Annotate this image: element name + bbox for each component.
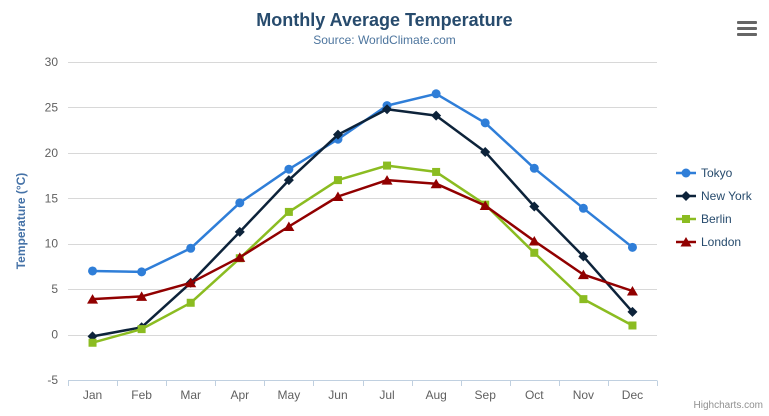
x-axis-tick-label: Apr [230, 388, 249, 402]
y-axis-tick-label: 30 [45, 55, 59, 69]
point-tokyo-may[interactable] [284, 164, 294, 174]
series-berlin [88, 161, 637, 347]
legend-marker-circle-icon [676, 168, 696, 177]
point-london-apr[interactable] [234, 252, 246, 262]
point-london-dec[interactable] [626, 285, 638, 296]
x-axis-tick-label: Feb [131, 388, 152, 402]
point-new-york-nov[interactable] [578, 251, 589, 262]
point-berlin-jul[interactable] [383, 161, 392, 170]
point-london-aug[interactable] [430, 178, 442, 189]
point-new-york-jul[interactable] [382, 104, 393, 115]
x-axis-tick-label: Aug [425, 388, 446, 402]
x-axis-tick-label: Mar [180, 388, 201, 402]
series-tokyo [88, 89, 637, 277]
hamburger-icon [737, 33, 757, 36]
legend-symbol-berlin[interactable] [682, 214, 690, 223]
point-tokyo-dec[interactable] [627, 242, 637, 252]
point-tokyo-jan[interactable] [88, 266, 98, 276]
x-axis-tick-label: Jun [328, 388, 347, 402]
point-tokyo-apr[interactable] [235, 198, 245, 208]
point-london-may[interactable] [283, 221, 295, 231]
legend-marker-diamond-icon [676, 190, 696, 201]
x-axis-tick-label: May [278, 388, 301, 402]
x-axis-tick-label: Sep [475, 388, 497, 402]
legend-label-berlin: Berlin [701, 211, 732, 226]
y-axis-tick-label: 10 [45, 237, 59, 251]
chart-subtitle: Source: WorldClimate.com [313, 33, 456, 47]
chart-title: Monthly Average Temperature [256, 10, 513, 30]
legend-marker-square-icon [676, 214, 696, 223]
legend-symbol-london[interactable] [680, 236, 692, 247]
point-london-oct[interactable] [528, 235, 540, 246]
hamburger-icon [737, 21, 757, 24]
point-berlin-nov[interactable] [579, 295, 588, 304]
point-new-york-apr[interactable] [234, 226, 245, 237]
point-london-jan[interactable] [87, 294, 99, 304]
y-axis-tick-label: 0 [51, 328, 58, 342]
point-new-york-jun[interactable] [332, 129, 343, 140]
point-tokyo-oct[interactable] [529, 163, 539, 173]
series-line-tokyo[interactable] [91, 92, 634, 274]
legend-symbol-new-york[interactable] [681, 190, 691, 201]
point-berlin-jan[interactable] [88, 338, 97, 347]
point-new-york-aug[interactable] [431, 110, 442, 121]
point-tokyo-nov[interactable] [578, 203, 588, 213]
point-berlin-aug[interactable] [432, 167, 441, 176]
y-axis-tick-label: -5 [47, 373, 58, 387]
point-berlin-feb[interactable] [137, 325, 146, 334]
legend-item-london[interactable]: London [676, 230, 752, 253]
series-line-london[interactable] [91, 178, 634, 301]
point-london-feb[interactable] [136, 291, 148, 301]
x-axis-tick-label: Jul [379, 388, 394, 402]
legend: Tokyo New York Berlin London [676, 161, 752, 253]
legend-symbol-tokyo[interactable] [681, 168, 691, 177]
point-new-york-may[interactable] [283, 175, 294, 186]
point-london-jun[interactable] [332, 191, 344, 201]
point-london-jul[interactable] [381, 175, 393, 185]
series-line-berlin[interactable] [91, 164, 634, 344]
point-tokyo-feb[interactable] [137, 267, 147, 277]
legend-item-berlin[interactable]: Berlin [676, 207, 752, 230]
series-london [87, 175, 638, 304]
point-berlin-may[interactable] [284, 207, 293, 216]
series-new-york [87, 104, 638, 342]
point-tokyo-aug[interactable] [431, 89, 441, 99]
hamburger-icon [737, 27, 757, 30]
point-new-york-dec[interactable] [627, 306, 638, 317]
y-axis-tick-label: 15 [45, 191, 59, 205]
y-axis-tick-label: 25 [45, 100, 59, 114]
point-london-sep[interactable] [479, 200, 491, 211]
x-axis-tick-label: Jan [83, 388, 102, 402]
point-berlin-dec[interactable] [628, 321, 637, 330]
export-menu-button[interactable] [737, 21, 757, 36]
y-axis-title: Temperature (°C) [14, 173, 28, 270]
y-axis-tick-label: 20 [45, 146, 59, 160]
point-berlin-jun[interactable] [333, 176, 342, 185]
y-axis-tick-label: 5 [51, 282, 58, 296]
legend-item-new-york[interactable]: New York [676, 184, 752, 207]
point-berlin-mar[interactable] [186, 298, 195, 307]
point-tokyo-sep[interactable] [480, 118, 490, 128]
point-london-mar[interactable] [185, 277, 197, 288]
legend-label-tokyo: Tokyo [701, 165, 733, 180]
x-axis-tick-label: Dec [622, 388, 643, 402]
point-new-york-sep[interactable] [480, 146, 491, 157]
point-london-nov[interactable] [577, 269, 589, 280]
legend-item-tokyo[interactable]: Tokyo [676, 161, 752, 184]
point-berlin-oct[interactable] [530, 248, 539, 257]
point-tokyo-mar[interactable] [186, 243, 196, 253]
highcharts-credit[interactable]: Highcharts.com [693, 400, 763, 411]
legend-label-london: London [701, 234, 742, 249]
legend-marker-triangle-icon [676, 236, 696, 247]
point-new-york-oct[interactable] [529, 201, 540, 212]
series-line-new-york[interactable] [91, 107, 634, 338]
x-axis-tick-label: Nov [573, 388, 594, 402]
legend-label-new-york: New York [701, 188, 752, 203]
x-axis-tick-label: Oct [525, 388, 544, 402]
